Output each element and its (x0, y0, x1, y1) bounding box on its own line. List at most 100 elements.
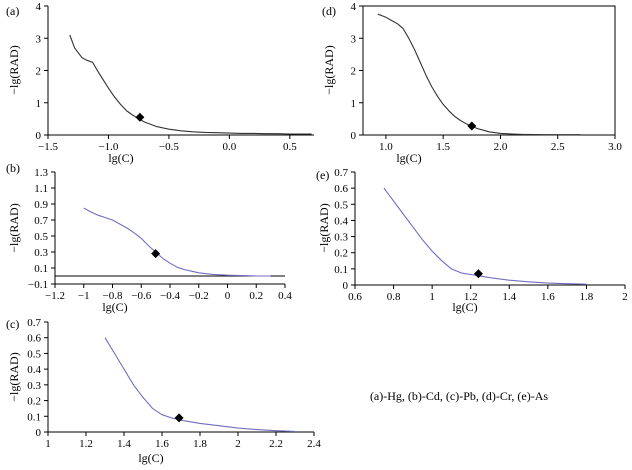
y-tick-label: 0.1 (27, 411, 41, 423)
x-tick-label: −0.4 (160, 290, 180, 302)
x-tick-label: 1 (45, 438, 51, 450)
y-axis-title: −lg(RAD) (317, 203, 331, 252)
x-tick-label: −1.2 (45, 290, 65, 302)
y-tick-label: 0 (36, 427, 42, 439)
y-axis-title: −lg(RAD) (322, 45, 336, 94)
chart-panel-b: −0.10.10.30.50.70.91.11.3−1.2 −1 −0.8 −0.6−… (6, 161, 292, 314)
x-tick-label: 2.0 (494, 141, 508, 153)
y-tick-label: 0.4 (27, 364, 41, 376)
y-tick-label: 0 (343, 280, 349, 292)
marker-diamond (467, 121, 477, 131)
series-line-pb (104, 337, 296, 432)
chart-panel-a: 0 1 2 3 4 −1.5 −1.0 −0.5 0.0 0.5 (a) lg(C) −lg(RAD) (6, 1, 314, 165)
panel-label: (e) (316, 168, 329, 182)
y-tick-label: 0.1 (34, 263, 48, 275)
x-tick-label: 0.0 (222, 141, 236, 153)
y-axis-title: −lg(RAD) (7, 352, 21, 401)
y-tick-label: 0.7 (34, 215, 48, 227)
y-tick-label: −0.1 (28, 279, 48, 291)
y-tick-label: 1.1 (34, 183, 48, 195)
x-tick-label: 1.8 (193, 438, 207, 450)
y-tick-label: 0.5 (27, 348, 41, 360)
x-tick-label: 1.6 (155, 438, 169, 450)
y-tick-label: 0.3 (27, 380, 41, 392)
panel-label: (a) (6, 4, 19, 18)
panel-label: (d) (322, 4, 336, 18)
x-tick-label: 1.6 (541, 291, 555, 303)
x-tick-label: 1.4 (117, 438, 131, 450)
x-tick-label: −1.0 (98, 141, 118, 153)
x-tick-label: −1 (78, 290, 90, 302)
x-tick-label: 2.2 (269, 438, 283, 450)
x-tick-label: 0.8 (387, 291, 401, 303)
x-tick-label: 1.8 (580, 291, 594, 303)
y-tick-label: 3 (351, 33, 357, 45)
series-line-cd (83, 207, 271, 277)
chart-panel-c: 0 0.1 0.2 0.3 0.4 0.5 0.6 0.7 1 1.2 1.4 1.6 1.8 2 2.2 2… (6, 317, 321, 465)
x-tick-label: −0.8 (103, 290, 123, 302)
y-tick-label: 0.1 (334, 264, 348, 276)
x-tick-label: 1.2 (79, 438, 93, 450)
y-tick-label: 0.3 (34, 247, 48, 259)
plot-frame (362, 5, 616, 136)
series-line-cr (377, 13, 581, 136)
x-tick-label: 0.4 (278, 290, 292, 302)
x-tick-label: 2 (622, 291, 628, 303)
y-axis-title: −lg(RAD) (7, 203, 21, 252)
y-tick-label: 0 (36, 130, 42, 142)
series-line-hg (69, 34, 312, 135)
y-tick-label: 0.7 (334, 167, 348, 179)
x-axis-title: lg(C) (102, 300, 127, 314)
y-tick-label: 0.5 (334, 199, 348, 211)
chart-panel-e: 0 0.1 0.2 0.3 0.4 0.5 0.6 0.7 0.6 0.8 1 1.2 1.4 1.6 1.… (316, 167, 628, 314)
marker-diamond (151, 249, 161, 259)
series-line-as (383, 187, 587, 285)
x-tick-label: −1.5 (38, 141, 58, 153)
y-tick-label: 0.5 (34, 231, 48, 243)
x-tick-label: 2 (235, 438, 241, 450)
x-tick-label: 1.0 (379, 141, 393, 153)
marker-diamond (135, 112, 145, 122)
panel-label: (b) (6, 161, 20, 175)
x-tick-label: −0.5 (159, 141, 179, 153)
y-tick-label: 4 (36, 1, 42, 13)
y-tick-label: 0.7 (27, 317, 41, 329)
figure-caption: (a)-Hg, (b)-Cd, (c)-Pb, (d)-Cr, (e)-As (370, 389, 548, 403)
x-tick-label: −0.2 (189, 290, 209, 302)
y-tick-label: 3 (36, 33, 42, 45)
y-tick-label: 1 (351, 98, 357, 110)
y-tick-label: 0.2 (27, 396, 41, 408)
panel-label: (c) (6, 317, 19, 331)
x-tick-label: 0.5 (283, 141, 297, 153)
x-tick-label: 1.2 (464, 291, 478, 303)
x-tick-label: 3.0 (608, 141, 622, 153)
y-tick-label: 0.9 (34, 199, 48, 211)
y-axis-title: −lg(RAD) (7, 45, 21, 94)
x-tick-label: 2.5 (551, 141, 565, 153)
x-tick-label: −0.6 (131, 290, 151, 302)
marker-diamond (473, 269, 483, 279)
x-tick-label: 0.6 (348, 291, 362, 303)
x-axis-title: lg(C) (138, 451, 163, 465)
y-tick-label: 0 (351, 130, 357, 142)
y-tick-label: 2 (351, 66, 357, 78)
x-tick-label: 0 (225, 290, 231, 302)
x-tick-label: 2.4 (307, 438, 321, 450)
y-tick-label: 0.4 (334, 215, 348, 227)
x-axis-title: lg(C) (452, 300, 477, 314)
marker-diamond (174, 413, 184, 423)
x-axis-title: lg(C) (396, 151, 421, 165)
y-tick-label: 1.3 (34, 167, 48, 179)
y-tick-label: 2 (36, 66, 42, 78)
y-tick-label: 1 (36, 98, 42, 110)
x-tick-label: 1.4 (502, 291, 516, 303)
chart-panel-d: 0 1 2 3 4 1.0 1.5 2.0 2.5 3.0 (d) lg(C) −lg(RAD) (322, 1, 622, 165)
x-tick-label: 1 (429, 291, 435, 303)
y-tick-label: 0.3 (334, 232, 348, 244)
x-tick-label: 0.2 (249, 290, 263, 302)
y-tick-label: 0.2 (334, 248, 348, 260)
y-tick-label: 0.6 (27, 333, 41, 345)
y-tick-label: 4 (351, 1, 357, 13)
x-tick-label: 1.5 (436, 141, 450, 153)
